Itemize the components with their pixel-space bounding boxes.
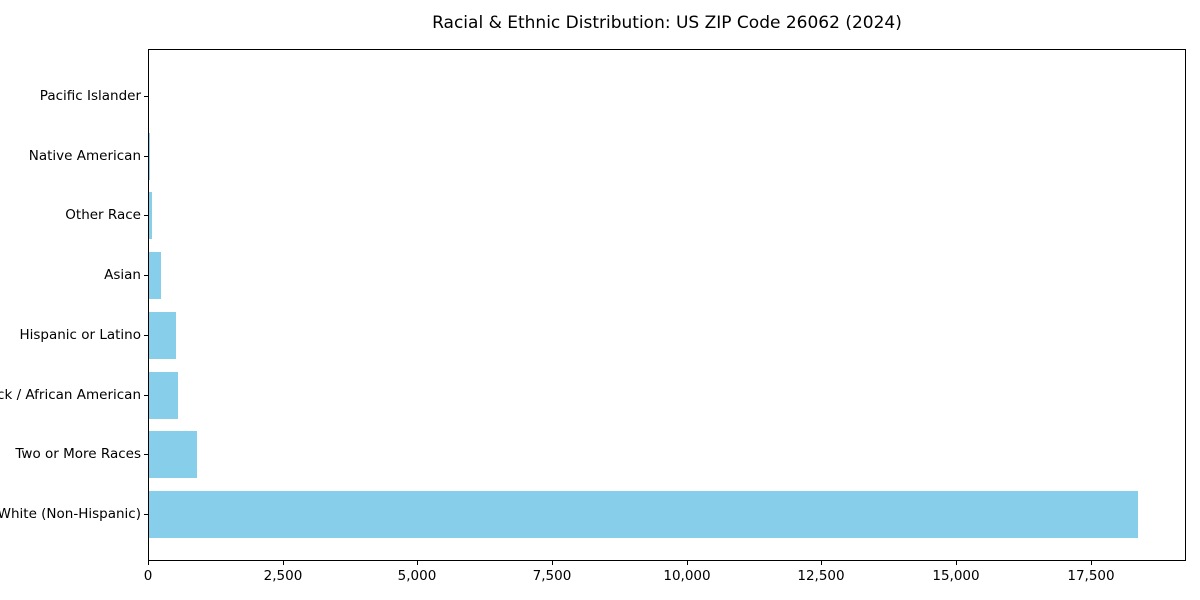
x-tick-mark <box>956 561 957 565</box>
y-tick-mark <box>144 514 148 515</box>
x-tick-label: 7,500 <box>532 568 572 584</box>
y-tick-label: White (Non-Hispanic) <box>0 506 141 522</box>
bar <box>149 371 178 419</box>
plot-area <box>148 49 1186 561</box>
x-tick-mark <box>1091 561 1092 565</box>
bar <box>149 252 161 300</box>
y-tick-mark <box>144 156 148 157</box>
y-tick-label: Hispanic or Latino <box>19 327 141 343</box>
bar <box>149 132 150 180</box>
y-tick-mark <box>144 96 148 97</box>
x-tick-label: 0 <box>143 568 153 584</box>
x-tick-mark <box>148 561 149 565</box>
x-tick-mark <box>417 561 418 565</box>
y-tick-label: Pacific Islander <box>39 88 141 104</box>
bar <box>149 431 197 479</box>
x-tick-label: 10,000 <box>663 568 711 584</box>
y-tick-label: Native American <box>28 148 141 164</box>
x-tick-mark <box>283 561 284 565</box>
x-tick-mark <box>821 561 822 565</box>
bar <box>149 490 1138 538</box>
x-tick-label: 15,000 <box>932 568 980 584</box>
y-tick-mark <box>144 454 148 455</box>
y-tick-label: Other Race <box>65 207 141 223</box>
y-tick-mark <box>144 275 148 276</box>
x-tick-label: 17,500 <box>1067 568 1115 584</box>
x-tick-label: 5,000 <box>397 568 437 584</box>
x-tick-label: 12,500 <box>797 568 845 584</box>
y-tick-label: Black / African American <box>0 387 141 403</box>
y-tick-label: Asian <box>104 267 141 283</box>
y-tick-mark <box>144 215 148 216</box>
x-tick-mark <box>552 561 553 565</box>
bar <box>149 192 152 240</box>
bar <box>149 311 176 359</box>
y-tick-mark <box>144 395 148 396</box>
chart-title: Racial & Ethnic Distribution: US ZIP Cod… <box>432 13 902 33</box>
x-tick-label: 2,500 <box>263 568 303 584</box>
x-tick-mark <box>687 561 688 565</box>
y-tick-label: Two or More Races <box>15 446 141 462</box>
y-tick-mark <box>144 335 148 336</box>
